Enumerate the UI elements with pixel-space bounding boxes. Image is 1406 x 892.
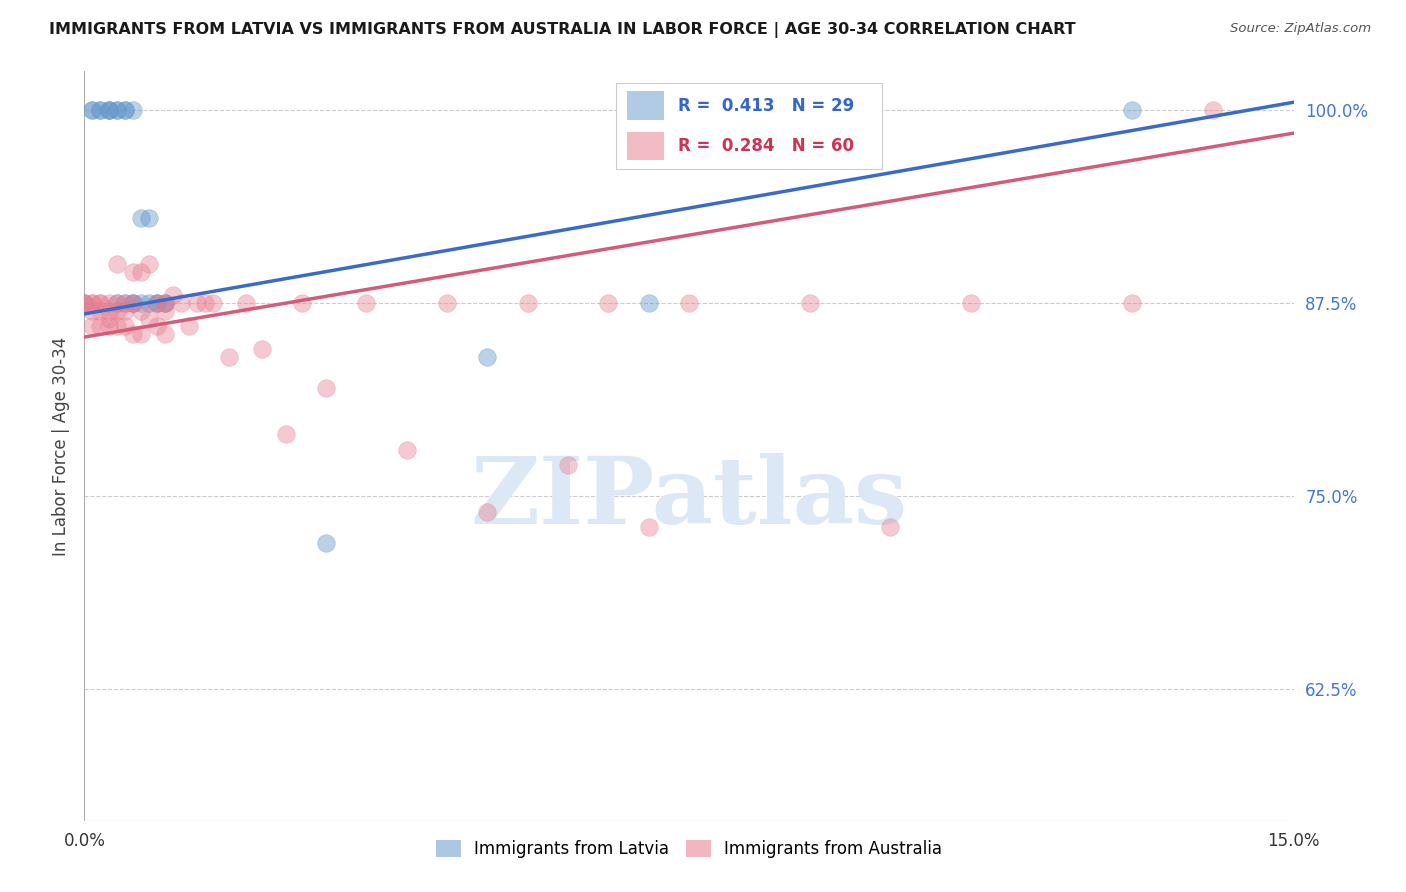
Point xyxy=(179,319,201,334)
Point xyxy=(97,103,120,117)
Point xyxy=(395,442,418,457)
Point xyxy=(105,296,128,310)
Point xyxy=(291,296,314,310)
Point xyxy=(97,296,120,310)
Legend: Immigrants from Latvia, Immigrants from Australia: Immigrants from Latvia, Immigrants from … xyxy=(429,833,949,864)
Point xyxy=(153,296,176,310)
Point xyxy=(82,103,104,117)
Point xyxy=(235,296,257,310)
Point xyxy=(97,103,120,117)
Point xyxy=(1121,103,1143,117)
Y-axis label: In Labor Force | Age 30-34: In Labor Force | Age 30-34 xyxy=(52,336,70,556)
Point xyxy=(82,303,104,318)
Point xyxy=(436,296,458,310)
Point xyxy=(89,103,111,117)
Text: ZIPatlas: ZIPatlas xyxy=(471,453,907,543)
Point xyxy=(121,103,143,117)
Point xyxy=(121,296,143,310)
Point xyxy=(250,343,273,357)
Point xyxy=(960,296,983,310)
Point xyxy=(356,296,378,310)
Point xyxy=(516,296,538,310)
Point xyxy=(153,326,176,341)
Point xyxy=(138,257,160,271)
Point xyxy=(129,265,152,279)
Text: Source: ZipAtlas.com: Source: ZipAtlas.com xyxy=(1230,22,1371,36)
Point xyxy=(129,296,152,310)
Point xyxy=(82,296,104,310)
Point xyxy=(153,296,176,310)
Point xyxy=(678,296,700,310)
Point xyxy=(121,296,143,310)
Point xyxy=(114,319,136,334)
Point xyxy=(194,296,217,310)
Point xyxy=(146,319,169,334)
Point xyxy=(274,427,297,442)
Point xyxy=(73,296,96,310)
Point xyxy=(598,296,620,310)
Point xyxy=(129,326,152,341)
Point xyxy=(114,103,136,117)
Point xyxy=(121,265,143,279)
Point xyxy=(82,103,104,117)
Point xyxy=(89,296,111,310)
Point xyxy=(1121,296,1143,310)
Point xyxy=(121,326,143,341)
Point xyxy=(129,211,152,226)
Point xyxy=(799,296,821,310)
Text: IMMIGRANTS FROM LATVIA VS IMMIGRANTS FROM AUSTRALIA IN LABOR FORCE | AGE 30-34 C: IMMIGRANTS FROM LATVIA VS IMMIGRANTS FRO… xyxy=(49,22,1076,38)
Point xyxy=(1202,103,1225,117)
Point xyxy=(105,103,128,117)
Point xyxy=(146,296,169,310)
Point xyxy=(105,103,128,117)
Point xyxy=(146,296,169,310)
Point xyxy=(138,311,160,326)
Point xyxy=(89,303,111,318)
Point xyxy=(105,257,128,271)
Point xyxy=(73,296,96,310)
Point xyxy=(89,319,111,334)
Point xyxy=(153,296,176,310)
Point xyxy=(162,288,184,302)
Point xyxy=(82,296,104,310)
Point xyxy=(97,311,120,326)
Point xyxy=(105,296,128,310)
Point xyxy=(186,296,208,310)
Point xyxy=(114,103,136,117)
Point xyxy=(315,535,337,549)
Point xyxy=(315,381,337,395)
Point xyxy=(879,520,901,534)
Point xyxy=(97,103,120,117)
Point xyxy=(121,296,143,310)
Point xyxy=(477,350,499,364)
Point xyxy=(138,296,160,310)
Point xyxy=(114,303,136,318)
Point xyxy=(97,303,120,318)
Point xyxy=(97,319,120,334)
Point xyxy=(89,296,111,310)
Point xyxy=(170,296,193,310)
Point xyxy=(477,505,499,519)
Point xyxy=(218,350,240,364)
Point xyxy=(89,103,111,117)
Point xyxy=(105,303,128,318)
Point xyxy=(202,296,225,310)
Point xyxy=(105,319,128,334)
Point xyxy=(153,303,176,318)
Point xyxy=(637,296,659,310)
Point xyxy=(637,520,659,534)
Point xyxy=(557,458,579,473)
Point xyxy=(146,296,169,310)
Point xyxy=(138,211,160,226)
Point xyxy=(114,296,136,310)
Point xyxy=(82,319,104,334)
Point xyxy=(129,303,152,318)
Point xyxy=(73,296,96,310)
Point xyxy=(114,296,136,310)
